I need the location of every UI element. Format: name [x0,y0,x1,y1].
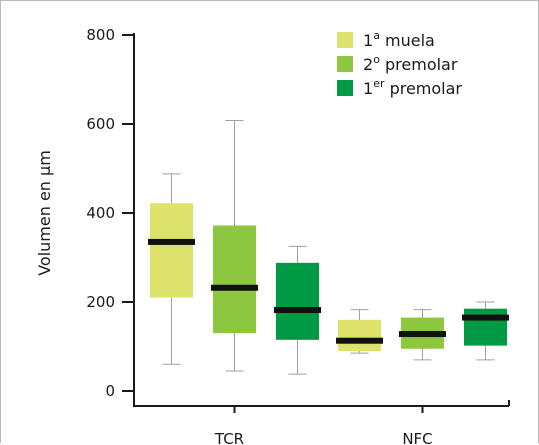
legend-label: 1a muela [363,29,435,50]
axes: 0 200 400 600 800 Volumen en μm TCR NFC [35,26,510,445]
box-iqr [464,308,507,346]
x-category-label: TCR [214,430,244,445]
box-1-3 [274,245,321,375]
box-1-1 [148,173,195,365]
y-tick-label: 200 [86,293,115,311]
box-2-2 [399,309,446,361]
median-line [399,331,446,338]
median-line [211,284,258,291]
legend-item-1: 1a muela [337,29,435,50]
legend-swatch [337,80,353,96]
box-1-2 [211,119,258,372]
x-category-label: NFC [402,430,432,445]
median-line [274,307,321,314]
box-iqr [338,319,381,351]
median-line [148,238,195,245]
box-2-1 [336,309,383,354]
legend-item-3: 1er premolar [337,77,462,98]
y-tick-label: 400 [86,204,115,222]
legend-label: 2o premolar [363,53,458,74]
box-iqr [213,225,256,334]
legend-swatch [337,56,353,72]
y-tick-label: 600 [86,115,115,133]
legend: 1a muela 2o premolar 1er premolar [337,29,462,98]
median-line [462,314,509,321]
box-group [148,119,509,375]
box-iqr [150,203,193,298]
median-line [336,337,383,344]
y-tick-label: 0 [105,382,115,400]
y-axis-label: Volumen en μm [35,150,54,276]
legend-label: 1er premolar [363,77,462,98]
legend-item-2: 2o premolar [337,53,458,74]
box-iqr [276,262,319,340]
box-2-3 [462,301,509,361]
legend-swatch [337,32,353,48]
y-tick-label: 800 [86,26,115,44]
